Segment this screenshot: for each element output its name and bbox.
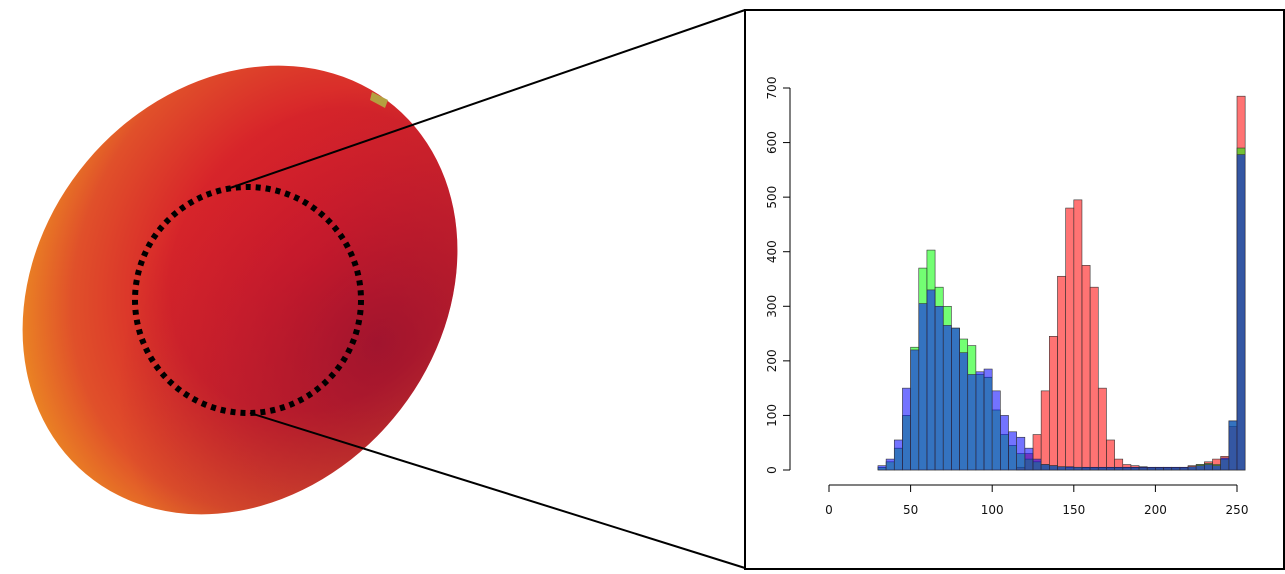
bar bbox=[927, 290, 935, 470]
bar bbox=[1098, 467, 1106, 470]
bar bbox=[1139, 467, 1147, 470]
bar bbox=[1066, 208, 1074, 470]
bar bbox=[1074, 200, 1082, 470]
bar bbox=[894, 440, 902, 470]
bar bbox=[1049, 336, 1057, 470]
bar bbox=[1049, 466, 1057, 470]
x-tick-label: 200 bbox=[1144, 503, 1167, 517]
bar bbox=[1229, 421, 1237, 470]
bar bbox=[878, 466, 886, 470]
bar bbox=[1172, 467, 1180, 470]
bar bbox=[1033, 459, 1041, 470]
bar bbox=[1090, 467, 1098, 470]
bar bbox=[976, 372, 984, 470]
bar bbox=[1041, 391, 1049, 470]
bar bbox=[1164, 467, 1172, 470]
bar bbox=[968, 375, 976, 471]
bar bbox=[1098, 388, 1106, 470]
bar bbox=[1106, 467, 1114, 470]
y-tick-label: 500 bbox=[765, 186, 779, 209]
figure: 0 50 100 150 200 250 0 100 200 300 400 500 600 700 bbox=[0, 0, 1285, 570]
x-tick-label: 150 bbox=[1062, 503, 1085, 517]
bar bbox=[1188, 467, 1196, 470]
bar bbox=[1009, 432, 1017, 470]
y-tick-label: 700 bbox=[765, 77, 779, 100]
bar bbox=[886, 459, 894, 470]
y-tick-label: 100 bbox=[765, 404, 779, 427]
bar bbox=[1057, 276, 1065, 470]
bar bbox=[1082, 467, 1090, 470]
bar bbox=[1115, 467, 1123, 470]
bar bbox=[1017, 437, 1025, 470]
bar bbox=[1155, 467, 1163, 470]
y-tick-label: 300 bbox=[765, 295, 779, 318]
x-tick-label: 250 bbox=[1226, 503, 1249, 517]
bar bbox=[1074, 467, 1082, 470]
bar bbox=[984, 369, 992, 470]
bar bbox=[943, 325, 951, 470]
bar bbox=[919, 304, 927, 470]
y-tick-label: 200 bbox=[765, 349, 779, 372]
bar bbox=[1090, 287, 1098, 470]
y-tick-label: 400 bbox=[765, 240, 779, 263]
bar bbox=[992, 391, 1000, 470]
x-tick-label: 100 bbox=[981, 503, 1004, 517]
bar bbox=[1204, 465, 1212, 470]
bar bbox=[1066, 467, 1074, 470]
bar bbox=[960, 353, 968, 470]
bar bbox=[1000, 415, 1008, 470]
x-tick-label: 50 bbox=[903, 503, 918, 517]
bar bbox=[902, 388, 910, 470]
bar bbox=[1057, 467, 1065, 470]
bar bbox=[1131, 467, 1139, 470]
bar bbox=[1237, 155, 1245, 470]
mango-image bbox=[0, 0, 547, 570]
y-tick-label: 600 bbox=[765, 131, 779, 154]
bar bbox=[1221, 458, 1229, 470]
bar bbox=[1123, 467, 1131, 470]
bar bbox=[1147, 467, 1155, 470]
x-tick-label: 0 bbox=[825, 503, 833, 517]
bar bbox=[951, 328, 959, 470]
bar bbox=[1041, 465, 1049, 470]
y-tick-label: 0 bbox=[765, 466, 779, 474]
bar bbox=[935, 306, 943, 470]
bar bbox=[1025, 448, 1033, 470]
bar bbox=[1180, 467, 1188, 470]
bar bbox=[1196, 466, 1204, 470]
bar bbox=[1082, 265, 1090, 470]
bar bbox=[911, 350, 919, 470]
zoom-line bbox=[250, 413, 745, 568]
bar bbox=[1106, 440, 1114, 470]
bar bbox=[1213, 466, 1221, 470]
